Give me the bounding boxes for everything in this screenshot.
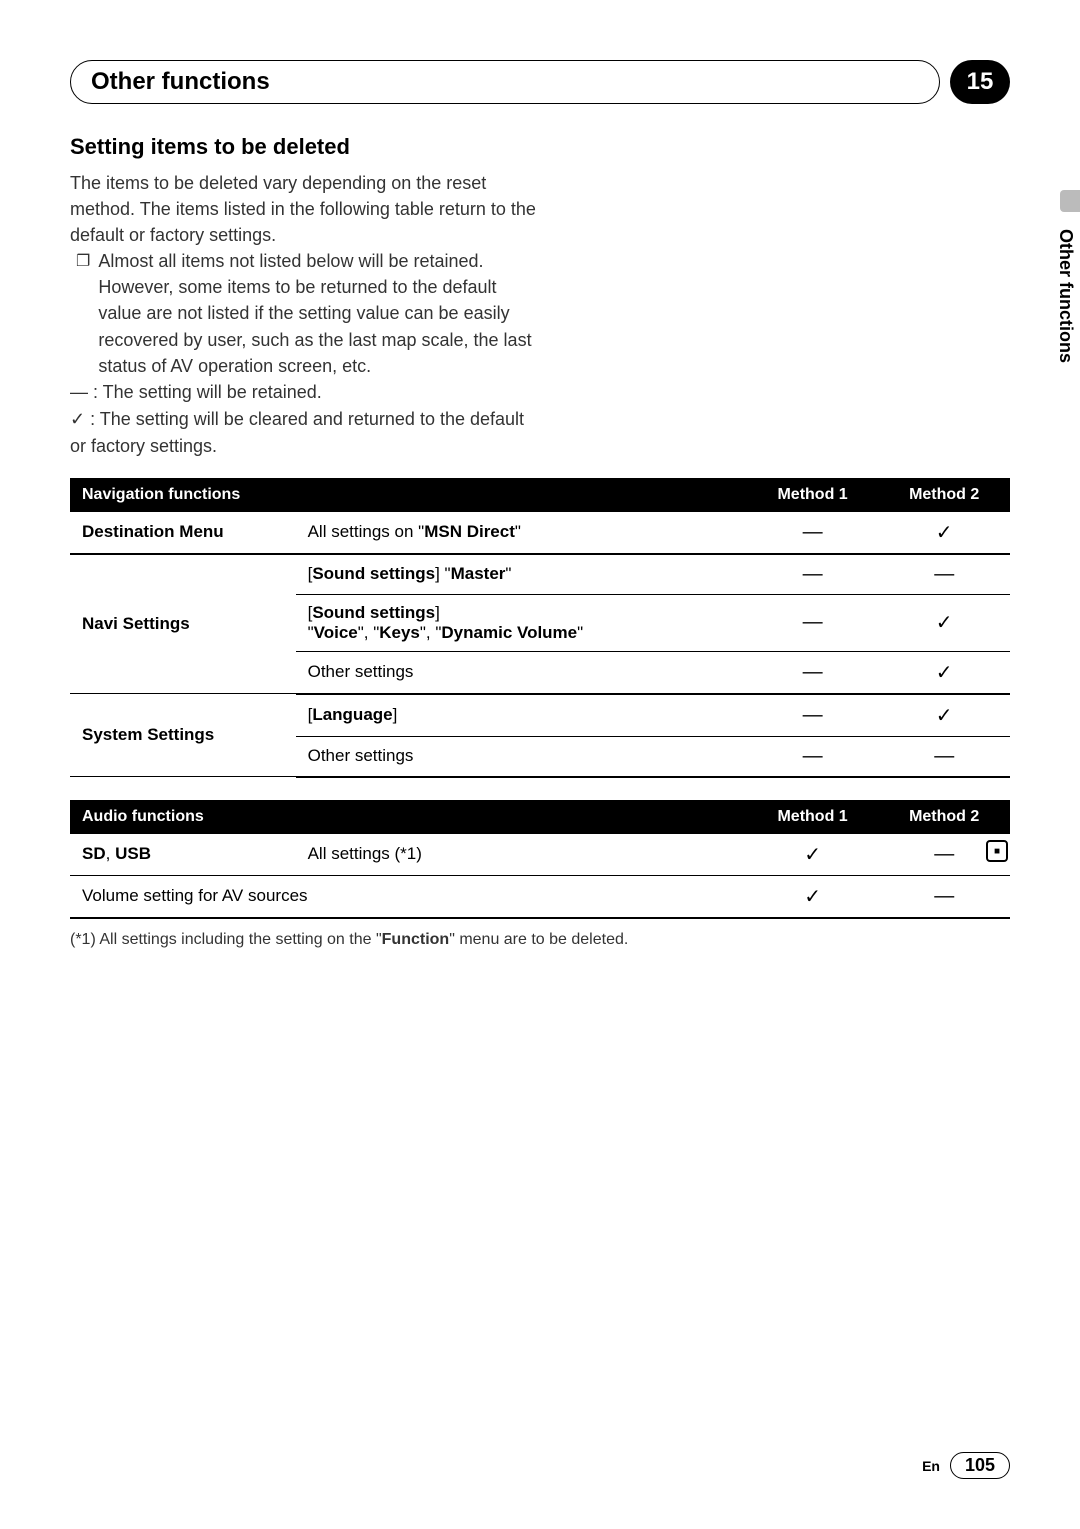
table-row: Volume setting for AV sources✓—: [70, 875, 1010, 918]
subheading: Setting items to be deleted: [70, 134, 540, 160]
aud-th-3: Method 2: [878, 800, 1010, 834]
row-category: SD, USB: [70, 834, 296, 876]
row-detail: All settings on "MSN Direct": [296, 512, 747, 554]
method1-cell: ✓: [747, 834, 879, 876]
row-category: Destination Menu: [70, 512, 296, 554]
page-number: 105: [950, 1452, 1010, 1479]
row-category: System Settings: [70, 694, 296, 777]
legend-cleared: ✓ : The setting will be cleared and retu…: [70, 406, 540, 460]
note-text: Almost all items not listed below will b…: [98, 248, 540, 378]
aud-th-2: Method 1: [747, 800, 879, 834]
row-detail: [Sound settings]"Voice", "Keys", "Dynami…: [296, 594, 747, 651]
row-detail: Other settings: [296, 736, 747, 777]
nav-th-3: Method 2: [878, 478, 1010, 512]
table-row: System Settings[Language]—✓: [70, 694, 1010, 737]
aud-th-0: Audio functions: [70, 800, 296, 834]
nav-th-0: Navigation functions: [70, 478, 296, 512]
table-row: Destination MenuAll settings on "MSN Dir…: [70, 512, 1010, 554]
table-row: SD, USBAll settings (*1)✓—: [70, 834, 1010, 876]
row-detail: [Sound settings] "Master": [296, 554, 747, 595]
method2-cell: ✓: [878, 694, 1010, 737]
section-end-icon: ■: [986, 840, 1008, 862]
method2-cell: —: [878, 736, 1010, 777]
method1-cell: —: [747, 736, 879, 777]
section-title: Other functions: [91, 68, 270, 96]
footer-lang: En: [922, 1458, 940, 1474]
legend-retained: — : The setting will be retained.: [70, 379, 540, 406]
note-bullet: ❐ Almost all items not listed below will…: [70, 248, 540, 378]
method2-cell: —: [878, 554, 1010, 595]
intro-text: The items to be deleted vary depending o…: [70, 170, 540, 248]
method1-cell: —: [747, 512, 879, 554]
intro-block: Setting items to be deleted The items to…: [70, 134, 540, 460]
navigation-functions-table: Navigation functions Method 1 Method 2 D…: [70, 478, 1010, 778]
method1-cell: —: [747, 554, 879, 595]
method1-cell: —: [747, 594, 879, 651]
row-detail: All settings (*1): [296, 834, 747, 876]
row-detail: [Language]: [296, 694, 747, 737]
aud-th-1: [296, 800, 747, 834]
page-footer: En 105: [922, 1452, 1010, 1479]
method1-cell: ✓: [747, 875, 879, 918]
nav-th-1: [296, 478, 747, 512]
row-detail: Other settings: [296, 651, 747, 694]
footnote: (*1) All settings including the setting …: [70, 931, 1010, 949]
note-icon: ❐: [76, 248, 90, 378]
method1-cell: —: [747, 694, 879, 737]
row-category: Volume setting for AV sources: [70, 875, 747, 918]
method1-cell: —: [747, 651, 879, 694]
table-row: Navi Settings[Sound settings] "Master"——: [70, 554, 1010, 595]
row-category: Navi Settings: [70, 554, 296, 694]
method2-cell: ✓: [878, 651, 1010, 694]
method2-cell: ✓: [878, 512, 1010, 554]
audio-functions-table: Audio functions Method 1 Method 2 SD, US…: [70, 800, 1010, 919]
chapter-number-badge: 15: [950, 60, 1010, 104]
title-capsule: Other functions: [70, 60, 940, 104]
method2-cell: ✓: [878, 594, 1010, 651]
nav-th-2: Method 1: [747, 478, 879, 512]
page-header: Other functions 15: [70, 60, 1010, 104]
method2-cell: —: [878, 875, 1010, 918]
